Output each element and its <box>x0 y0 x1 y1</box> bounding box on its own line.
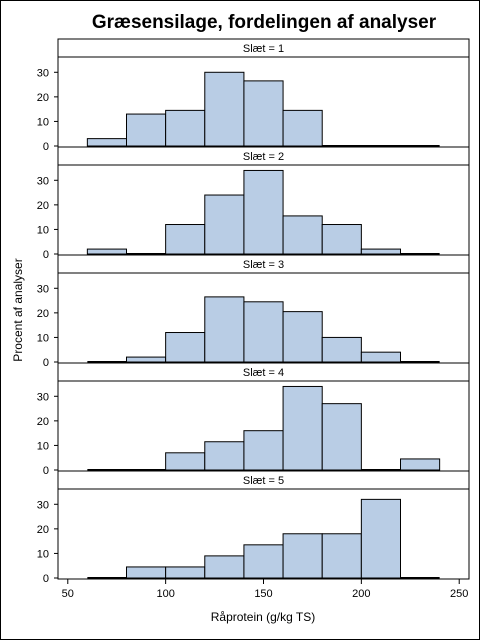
x-axis-label: Råprotein (g/kg TS) <box>211 610 316 624</box>
y-tick-label: 10 <box>37 440 49 452</box>
histogram-bar <box>126 566 167 579</box>
x-tick-label: 150 <box>254 588 272 600</box>
panel-strip-label: Slæt = 5 <box>243 475 284 487</box>
histogram-bar <box>86 248 127 255</box>
histogram-bar <box>165 566 206 579</box>
histogram-bar <box>165 109 206 147</box>
y-tick-label: 0 <box>43 249 49 261</box>
histogram-bar <box>165 332 206 363</box>
x-tick-label: 200 <box>352 588 370 600</box>
histogram-bar <box>360 248 402 255</box>
histogram-bar <box>243 80 284 147</box>
y-tick-label: 30 <box>37 391 49 403</box>
histogram-bar <box>204 555 245 579</box>
histogram-bar <box>360 351 402 363</box>
y-tick-label: 30 <box>37 499 49 511</box>
y-tick-label: 30 <box>37 175 49 187</box>
x-tick-label: 100 <box>156 588 174 600</box>
y-tick-label: 20 <box>37 92 49 104</box>
panel-strip-label: Slæt = 4 <box>243 367 284 379</box>
y-tick-label: 30 <box>37 67 49 79</box>
y-tick-label: 20 <box>37 524 49 536</box>
histogram-bar <box>204 296 245 363</box>
y-tick-label: 20 <box>37 200 49 212</box>
x-tick-label: 50 <box>62 588 74 600</box>
panel-3: Slæt = 3 0 10 20 30 <box>37 254 470 369</box>
histogram-bar <box>321 336 362 363</box>
panel-strip-label: Slæt = 1 <box>243 43 284 55</box>
histogram-bar <box>243 169 284 255</box>
histogram-bar <box>282 533 323 579</box>
panel-2: Slæt = 2 0 10 20 30 <box>37 146 470 261</box>
histogram-bar <box>165 452 206 471</box>
panel-1: Slæt = 1 0 10 20 30 <box>37 38 470 153</box>
y-tick-label: 0 <box>43 465 49 477</box>
histogram-bar <box>243 301 284 363</box>
y-tick-label: 20 <box>37 416 49 428</box>
histogram-bar <box>282 215 323 255</box>
y-tick-label: 30 <box>37 283 49 295</box>
x-tick-label: 250 <box>450 588 468 600</box>
histogram-bar <box>243 544 284 579</box>
histogram-bar <box>204 194 245 255</box>
y-tick-label: 20 <box>37 308 49 320</box>
y-axis-label: Procent af analyser <box>11 258 25 361</box>
panels: Slæt = 1 0 10 20 30 Slæt = 2 0 10 20 30 Slæt = 3 0 1… <box>37 38 470 585</box>
y-tick-label: 10 <box>37 116 49 128</box>
histogram-bar <box>282 311 323 363</box>
histogram-bar <box>321 403 362 471</box>
histogram-bar <box>126 356 167 363</box>
panel-strip-label: Slæt = 3 <box>243 259 284 271</box>
histogram-bar <box>360 498 402 579</box>
histogram-bar <box>86 138 127 147</box>
histogram-bar <box>321 533 362 579</box>
histogram-bar <box>282 109 323 147</box>
histogram-bar <box>126 113 167 147</box>
y-tick-label: 0 <box>43 357 49 369</box>
y-tick-label: 0 <box>43 141 49 153</box>
histogram-bar <box>165 224 206 255</box>
histogram-bar <box>204 441 245 471</box>
y-tick-label: 10 <box>37 548 49 560</box>
y-tick-label: 10 <box>37 224 49 236</box>
histogram-bar <box>243 430 284 471</box>
histogram-bar <box>321 224 362 255</box>
y-tick-label: 10 <box>37 332 49 344</box>
histogram-bar <box>204 71 245 147</box>
x-axis: 50 100 150 200 250 <box>62 579 468 600</box>
y-tick-label: 0 <box>43 573 49 585</box>
histogram-bar <box>400 458 441 471</box>
panel-strip-label: Slæt = 2 <box>243 151 284 163</box>
histogram-bar <box>282 385 323 471</box>
panel-5: Slæt = 5 0 10 20 30 <box>37 470 470 585</box>
chart-title: Græsensilage, fordelingen af analyser <box>92 12 437 33</box>
panel-4: Slæt = 4 0 10 20 30 <box>37 362 470 477</box>
